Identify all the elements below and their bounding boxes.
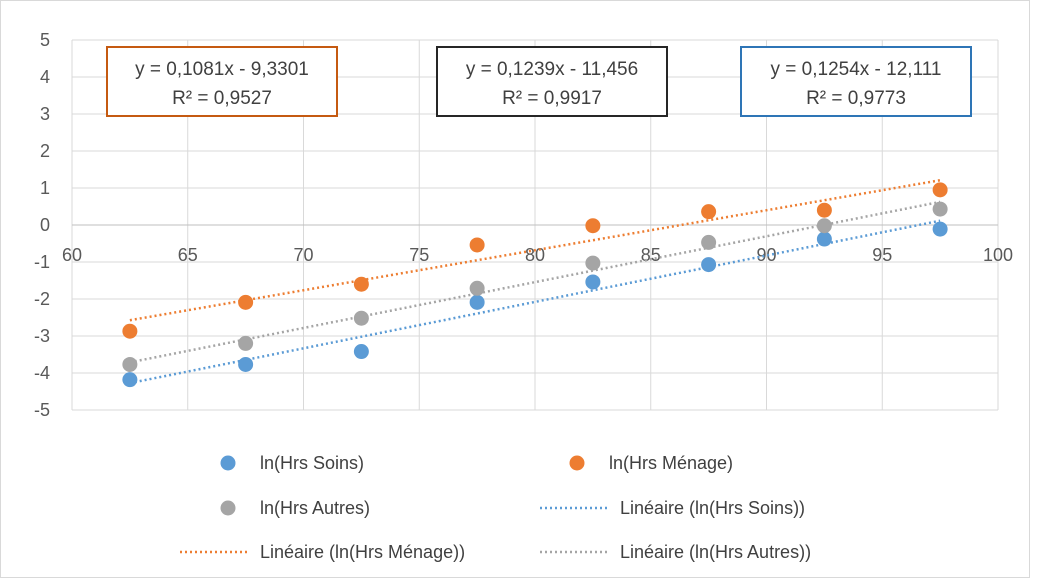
legend-label: Linéaire (ln(Hrs Soins)) <box>620 498 805 518</box>
legend-marker <box>220 455 236 471</box>
legend-marker <box>220 500 236 516</box>
data-point <box>469 280 485 296</box>
legend: ln(Hrs Soins) ln(Hrs Ménage) ln(Hrs Autres… <box>180 453 811 562</box>
legend-label: ln(Hrs Soins) <box>260 453 364 473</box>
x-tick-label: 60 <box>62 245 82 265</box>
data-point <box>701 204 717 220</box>
trendlines <box>129 179 941 385</box>
y-tick-label: -1 <box>34 252 50 272</box>
data-point <box>122 356 138 372</box>
data-point <box>816 231 832 247</box>
data-point <box>122 323 138 339</box>
data-point <box>238 356 254 372</box>
x-tick-label: 100 <box>983 245 1013 265</box>
equation-box <box>106 46 338 117</box>
r-squared-label: R² = 0,9917 <box>502 88 602 109</box>
data-point <box>353 344 369 360</box>
data-point <box>816 202 832 218</box>
data-point <box>469 294 485 310</box>
gridlines <box>71 39 999 411</box>
x-tick-label: 75 <box>409 245 429 265</box>
data-point <box>816 218 832 234</box>
x-tick-label: 95 <box>872 245 892 265</box>
y-tick-label: 4 <box>40 67 50 87</box>
trendline-equation: y = 0,1254x - 12,111 <box>771 59 942 80</box>
data-point <box>238 335 254 351</box>
y-tick-label: -5 <box>34 400 50 420</box>
legend-marker <box>569 455 585 471</box>
y-tick-label: -3 <box>34 326 50 346</box>
data-point <box>585 255 601 271</box>
y-tick-label: 1 <box>40 178 50 198</box>
legend-label: ln(Hrs Autres) <box>260 498 370 518</box>
trendline-equation: y = 0,1081x - 9,3301 <box>135 59 309 80</box>
legend-label: Linéaire (ln(Hrs Ménage)) <box>260 542 465 562</box>
y-tick-label: -4 <box>34 363 50 383</box>
data-point <box>122 372 138 388</box>
data-point <box>932 182 948 198</box>
r-squared-label: R² = 0,9527 <box>172 88 272 109</box>
x-tick-label: 65 <box>178 245 198 265</box>
equation-boxes: y = 0,1081x - 9,3301 R² = 0,9527 y = 0,123… <box>106 46 972 117</box>
y-tick-label: 2 <box>40 141 50 161</box>
x-tick-label: 70 <box>293 245 313 265</box>
y-tick-label: -2 <box>34 289 50 309</box>
data-point <box>585 218 601 234</box>
x-tick-label: 80 <box>525 245 545 265</box>
data-points <box>122 182 948 388</box>
y-tick-label: 3 <box>40 104 50 124</box>
tick-labels: 5 4 3 2 1 0 -1 -2 -3 -4 -5 60 65 70 75 80 85 90 95 100 <box>34 30 1013 420</box>
data-point <box>585 274 601 290</box>
x-tick-label: 85 <box>641 245 661 265</box>
trendline <box>129 179 941 322</box>
legend-label: Linéaire (ln(Hrs Autres)) <box>620 542 811 562</box>
data-point <box>469 237 485 253</box>
data-point <box>238 294 254 310</box>
data-point <box>353 310 369 326</box>
data-point <box>701 257 717 273</box>
equation-box <box>740 46 972 117</box>
trendline-equation: y = 0,1239x - 11,456 <box>466 59 638 80</box>
r-squared-label: R² = 0,9773 <box>806 88 906 109</box>
legend-label: ln(Hrs Ménage) <box>609 453 733 473</box>
data-point <box>353 276 369 292</box>
data-point <box>932 221 948 237</box>
x-tick-label: 90 <box>756 245 776 265</box>
data-point <box>701 234 717 250</box>
data-point <box>932 201 948 217</box>
y-tick-label: 5 <box>40 30 50 50</box>
y-tick-label: 0 <box>40 215 50 235</box>
equation-box <box>436 46 668 117</box>
